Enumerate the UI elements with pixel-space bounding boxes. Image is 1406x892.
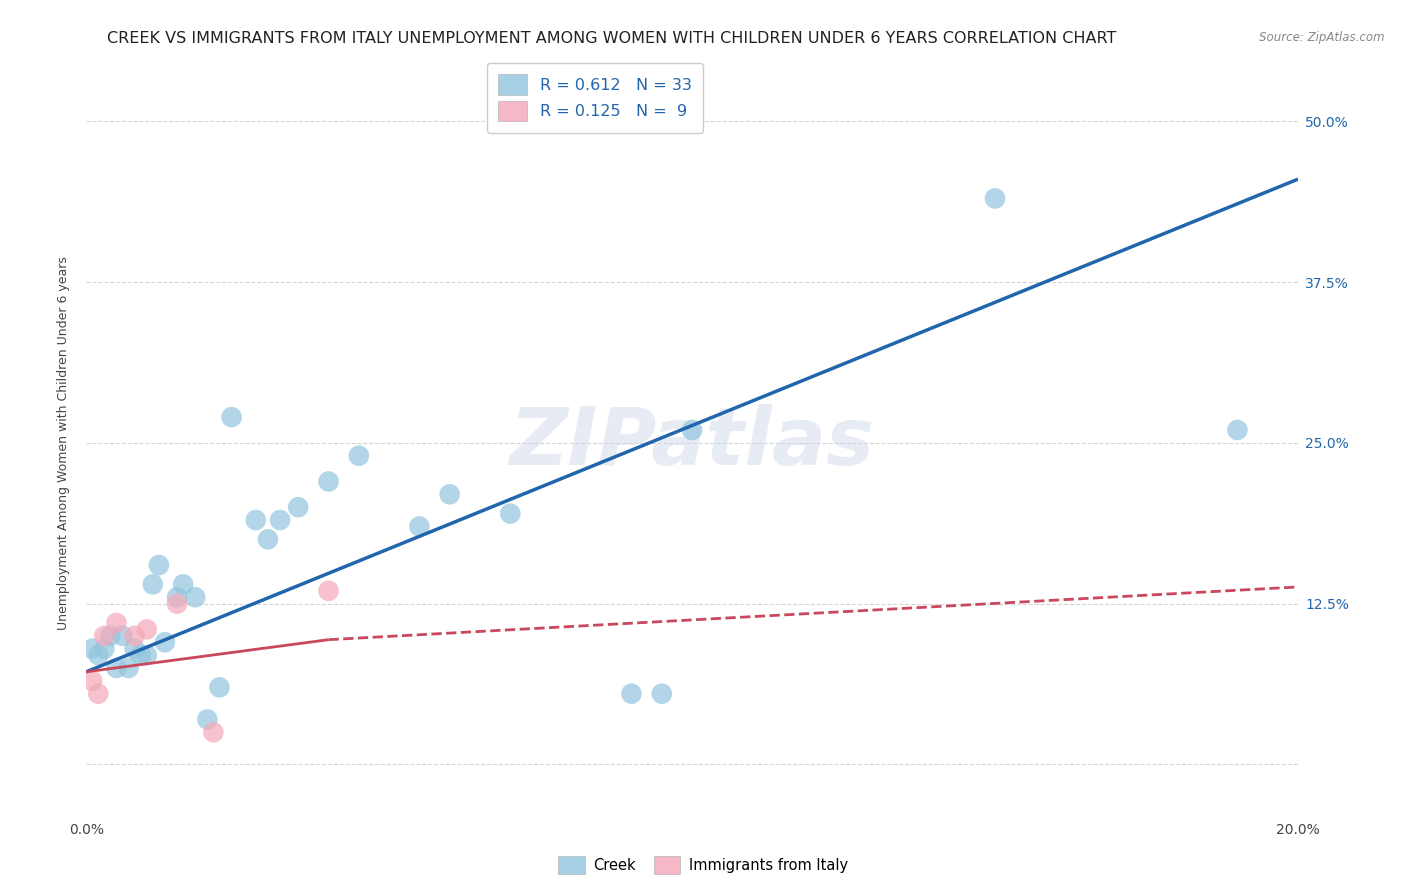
Point	[318, 475, 340, 489]
Point	[105, 661, 128, 675]
Point	[347, 449, 370, 463]
Point	[111, 629, 134, 643]
Text: Source: ZipAtlas.com: Source: ZipAtlas.com	[1260, 31, 1385, 45]
Point	[208, 680, 231, 694]
Point	[499, 507, 522, 521]
Point	[135, 623, 157, 637]
Point	[287, 500, 309, 515]
Point	[82, 673, 104, 688]
Y-axis label: Unemployment Among Women with Children Under 6 years: Unemployment Among Women with Children U…	[58, 256, 70, 630]
Point	[142, 577, 165, 591]
Point	[124, 629, 146, 643]
Point	[318, 583, 340, 598]
Point	[257, 533, 280, 547]
Point	[620, 687, 643, 701]
Point	[172, 577, 194, 591]
Point	[245, 513, 267, 527]
Point	[148, 558, 170, 572]
Text: ZIPatlas: ZIPatlas	[509, 404, 875, 482]
Point	[184, 591, 207, 605]
Point	[117, 661, 139, 675]
Point	[681, 423, 703, 437]
Point	[124, 641, 146, 656]
Point	[93, 641, 115, 656]
Point	[202, 725, 225, 739]
Point	[1226, 423, 1249, 437]
Point	[153, 635, 176, 649]
Point	[87, 687, 110, 701]
Point	[166, 597, 188, 611]
Point	[269, 513, 291, 527]
Point	[82, 641, 104, 656]
Point	[439, 487, 461, 501]
Point	[195, 713, 218, 727]
Text: CREEK VS IMMIGRANTS FROM ITALY UNEMPLOYMENT AMONG WOMEN WITH CHILDREN UNDER 6 YE: CREEK VS IMMIGRANTS FROM ITALY UNEMPLOYM…	[107, 31, 1116, 46]
Point	[129, 648, 152, 662]
Point	[105, 615, 128, 630]
Point	[100, 629, 122, 643]
Point	[984, 191, 1007, 205]
Point	[408, 519, 430, 533]
Legend: Creek, Immigrants from Italy: Creek, Immigrants from Italy	[553, 850, 853, 880]
Legend: R = 0.612   N = 33, R = 0.125   N =  9: R = 0.612 N = 33, R = 0.125 N = 9	[488, 62, 703, 133]
Point	[651, 687, 673, 701]
Point	[221, 410, 243, 425]
Point	[87, 648, 110, 662]
Point	[166, 591, 188, 605]
Point	[135, 648, 157, 662]
Point	[93, 629, 115, 643]
